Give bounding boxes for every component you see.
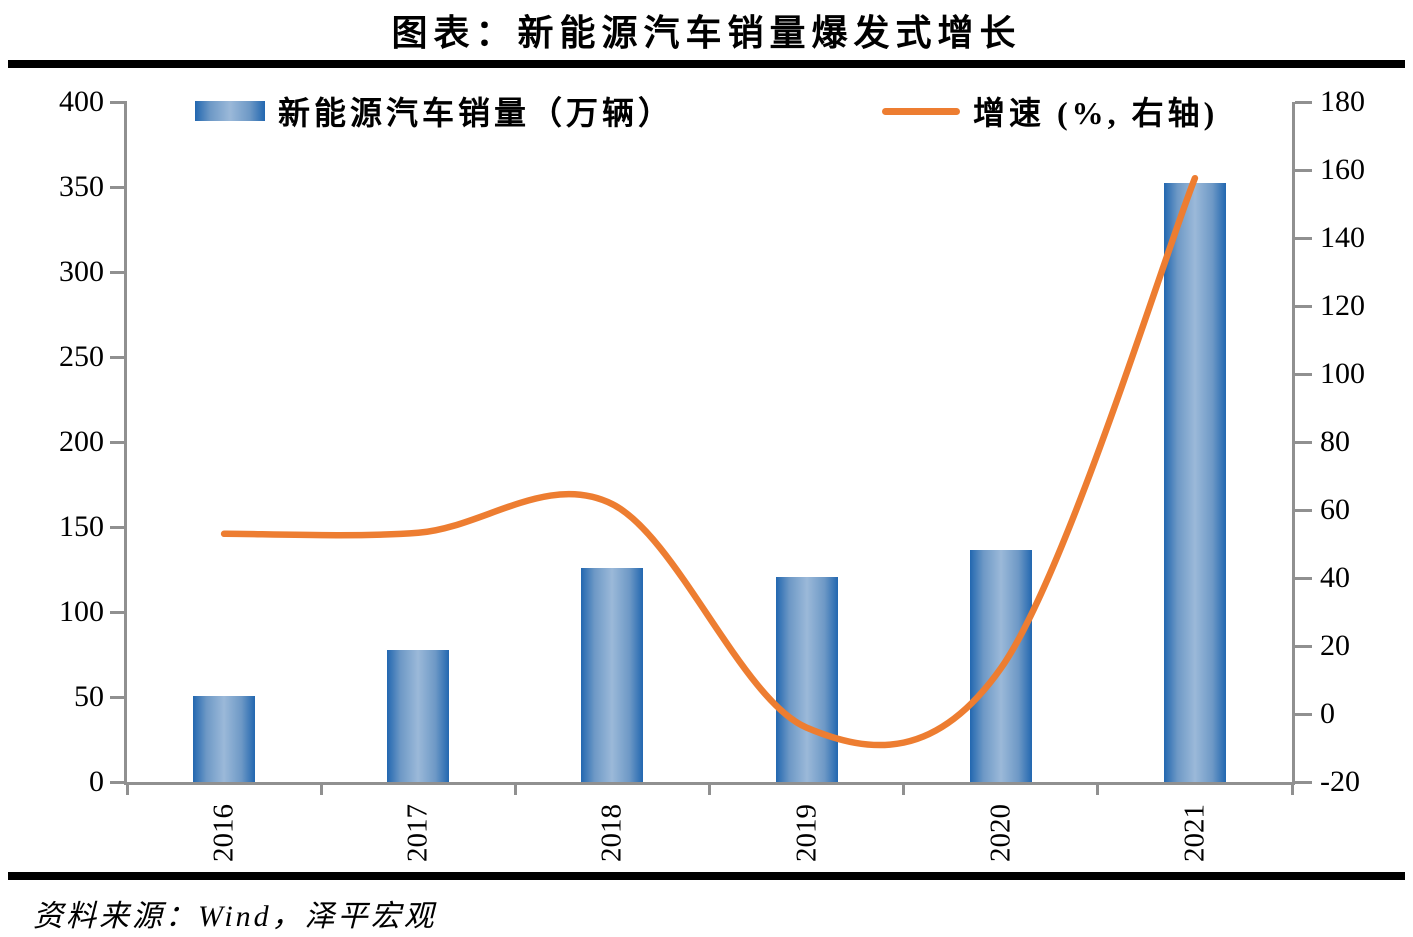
left-axis-tick-label: 400 (59, 85, 104, 118)
chart-title: 图表：新能源汽车销量爆发式增长 (391, 13, 1022, 53)
left-axis-tick-label: 350 (59, 170, 104, 203)
right-axis-tick-label: 20 (1320, 629, 1350, 662)
bottom-rule (8, 872, 1405, 880)
right-axis-tick (1295, 644, 1312, 648)
left-axis-tick-label: 150 (59, 510, 104, 543)
x-axis-label-2016: 2016 (207, 804, 240, 862)
x-axis-label-2019: 2019 (790, 804, 823, 862)
right-axis-tick-label: -20 (1320, 765, 1360, 798)
right-axis-tick (1295, 168, 1312, 172)
right-axis-tick-label: 120 (1320, 289, 1365, 322)
legend-item-growth: 增速 (%, 右轴) (882, 88, 1218, 134)
x-axis-tick (708, 782, 711, 795)
right-axis-tick (1295, 508, 1312, 512)
right-axis-tick-label: 160 (1320, 153, 1365, 186)
legend-bar-label: 新能源汽车销量（万辆） (278, 95, 675, 131)
left-axis-tick-label: 100 (59, 595, 104, 628)
left-axis-tick-label: 300 (59, 255, 104, 288)
left-axis-tick-label: 250 (59, 340, 104, 373)
right-axis-tick (1295, 236, 1312, 240)
right-axis-tick (1295, 576, 1312, 580)
legend-line-label: 增速 (%, 右轴) (973, 95, 1219, 131)
source-text: 资料来源：Wind，泽平宏观 (33, 900, 437, 933)
right-axis-tick-label: 40 (1320, 561, 1350, 594)
top-rule (8, 60, 1405, 68)
x-axis-label-2020: 2020 (984, 804, 1017, 862)
right-axis-tick-label: 180 (1320, 85, 1365, 118)
x-axis-tick (902, 782, 906, 795)
right-axis-tick-label: 60 (1320, 493, 1350, 526)
left-axis-tick (110, 780, 127, 784)
sales-bar-2021 (1163, 183, 1226, 782)
growth-line-path (220, 174, 1199, 749)
left-axis-tick (110, 440, 127, 444)
x-axis-tick (125, 782, 129, 795)
right-axis-tick-label: 140 (1320, 221, 1365, 254)
axis-line-right (1292, 102, 1295, 782)
sales-bar-2016 (193, 695, 256, 782)
right-axis-tick (1295, 372, 1312, 376)
legend-item-sales: 新能源汽车销量（万辆） (195, 88, 674, 134)
left-axis-tick-label: 50 (74, 680, 104, 713)
left-axis-tick (110, 100, 127, 104)
x-axis-tick (513, 782, 517, 795)
left-axis-tick (110, 695, 127, 699)
left-axis-tick (110, 355, 127, 359)
left-axis-tick (110, 610, 127, 614)
right-axis-tick-label: 0 (1320, 697, 1335, 730)
right-axis-tick-label: 100 (1320, 357, 1365, 390)
x-axis-label-2018: 2018 (595, 804, 628, 862)
right-axis-tick (1295, 780, 1312, 784)
plot-area (127, 102, 1292, 782)
left-axis-tick-label: 0 (89, 765, 104, 798)
left-axis-tick (110, 270, 127, 274)
right-axis-tick (1295, 712, 1312, 716)
line-series-swatch-icon (882, 107, 960, 115)
right-axis-tick (1295, 304, 1312, 308)
x-axis-tick (1096, 782, 1100, 795)
left-axis-tick (110, 525, 127, 529)
left-axis-tick-label: 200 (59, 425, 104, 458)
bar-series-swatch-icon (195, 101, 265, 121)
x-axis-label-2017: 2017 (401, 804, 434, 862)
right-axis-tick (1295, 100, 1312, 104)
right-axis-tick-label: 80 (1320, 425, 1350, 458)
sales-bar-2018 (581, 568, 644, 782)
right-axis-tick (1295, 440, 1312, 444)
x-axis-tick (319, 782, 323, 795)
x-axis-label-2021: 2021 (1178, 804, 1211, 862)
x-axis-tick (1290, 782, 1294, 795)
growth-line-chart (220, 174, 1199, 749)
sales-bar-2017 (387, 649, 450, 782)
left-axis-tick (110, 185, 127, 189)
sales-bar-2019 (775, 576, 838, 782)
